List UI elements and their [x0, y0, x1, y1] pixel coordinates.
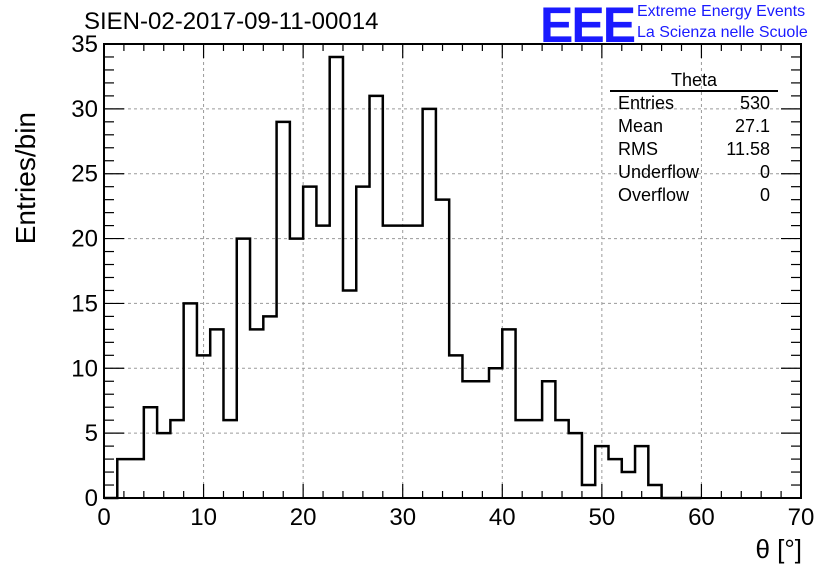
stats-value: 530 — [739, 93, 770, 113]
x-axis-label: θ [°] — [755, 534, 802, 564]
x-tick-label: 10 — [190, 504, 217, 531]
stats-title: Theta — [610, 70, 778, 92]
stats-label: Underflow — [618, 162, 700, 182]
y-tick-labels: 0 5 10 15 20 25 30 35 — [71, 31, 98, 512]
y-tick-label: 35 — [71, 31, 98, 58]
histogram-step-line — [104, 55, 702, 500]
x-tick-label: 70 — [788, 504, 815, 531]
stats-row-entries: Entries 530 — [610, 92, 778, 115]
y-tick-label: 0 — [85, 485, 98, 512]
y-tick-label: 30 — [71, 96, 98, 123]
stats-row-overflow: Overflow 0 — [610, 184, 778, 207]
stats-label: RMS — [618, 139, 658, 159]
x-tick-label: 50 — [589, 504, 616, 531]
stats-row-underflow: Underflow 0 — [610, 161, 778, 184]
stats-box: Theta Entries 530 Mean 27.1 RMS 11.58 Un… — [610, 70, 778, 207]
plot-frame — [103, 43, 802, 499]
stats-row-mean: Mean 27.1 — [610, 115, 778, 138]
chart-title: SIEN-02-2017-09-11-00014 — [84, 8, 379, 35]
x-tick-label: 20 — [290, 504, 317, 531]
axis-ticks — [103, 43, 802, 499]
stats-label: Entries — [618, 93, 675, 113]
y-tick-label: 25 — [71, 161, 98, 188]
y-tick-label: 20 — [71, 226, 98, 253]
y-tick-label: 15 — [71, 290, 98, 317]
stats-row-rms: RMS 11.58 — [610, 138, 778, 161]
logo-subtitle-line2: La Scienza nelle Scuole — [637, 24, 808, 41]
stats-value: 0 — [759, 162, 770, 182]
x-tick-label: 30 — [389, 504, 416, 531]
x-tick-label: 40 — [489, 504, 516, 531]
x-tick-label: 0 — [97, 504, 110, 531]
x-tick-label: 60 — [688, 504, 715, 531]
stats-label: Overflow — [618, 185, 690, 205]
y-axis-label-text: Entries/bin — [10, 112, 41, 245]
stats-value: 0 — [759, 185, 770, 205]
stats-value: 27.1 — [734, 116, 770, 136]
logo-subtitle-line1: Extreme Energy Events — [637, 3, 806, 20]
stats-label: Mean — [618, 116, 664, 136]
y-tick-label: 5 — [85, 420, 98, 447]
stats-value: 11.58 — [726, 139, 770, 159]
y-tick-label: 10 — [71, 355, 98, 382]
x-tick-labels: 0 10 20 30 40 50 60 70 — [97, 504, 814, 531]
grid-lines — [104, 44, 801, 498]
eee-logo: EEE — [540, 0, 636, 53]
